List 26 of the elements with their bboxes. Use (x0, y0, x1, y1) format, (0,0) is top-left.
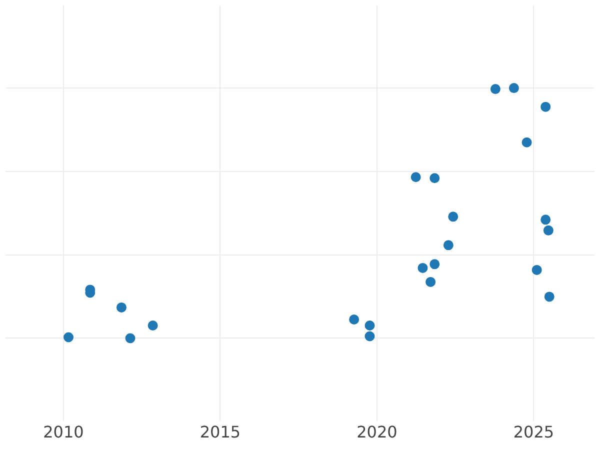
point (430, 259, 440, 270)
point (508, 83, 519, 94)
point (490, 84, 500, 94)
point (148, 320, 158, 330)
point (125, 333, 136, 344)
point (410, 172, 421, 182)
point (543, 225, 554, 236)
point (418, 262, 428, 273)
point (64, 332, 74, 342)
point (540, 214, 551, 225)
point (426, 276, 436, 287)
point (522, 137, 532, 148)
point (532, 264, 542, 275)
x-tick-label: 2025 (513, 422, 554, 442)
point (540, 102, 551, 112)
point (443, 240, 454, 250)
point (364, 331, 375, 342)
x-tick-label: 2020 (356, 422, 398, 442)
point (544, 292, 554, 302)
point (116, 302, 126, 312)
point (448, 212, 458, 222)
point (430, 173, 440, 184)
point (349, 314, 360, 324)
x-tick-label: 2015 (200, 422, 241, 442)
x-tick-label: 2010 (43, 422, 84, 442)
point (364, 320, 375, 330)
